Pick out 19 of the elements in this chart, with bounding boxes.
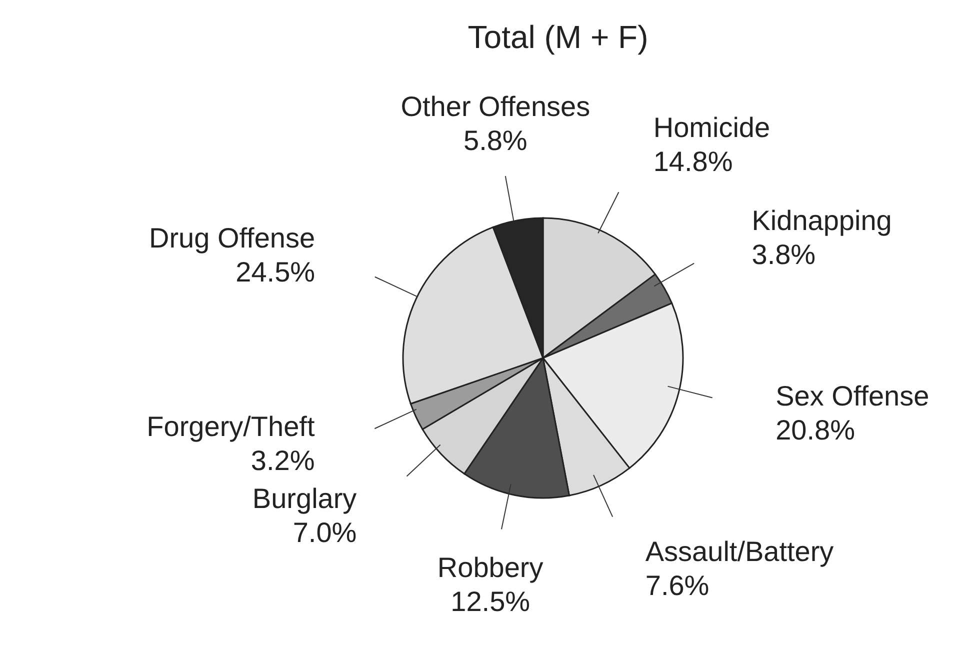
data-label: 7.0% [292, 516, 357, 548]
slice-label: Kidnapping [752, 204, 892, 236]
slice-label: Homicide [653, 112, 770, 143]
slice-label: Other Offenses [400, 90, 590, 122]
data-label: 14.8% [653, 146, 733, 177]
data-label: 3.2% [250, 444, 315, 476]
slice-label: Burglary [252, 482, 357, 514]
slice-label: Assault/Battery [645, 536, 834, 567]
data-label: 24.5% [236, 256, 316, 288]
data-label: 20.8% [776, 414, 856, 446]
chart-title: Total (M + F) [468, 19, 648, 55]
slice-label: Drug Offense [149, 222, 316, 254]
slice-label: Robbery [437, 552, 544, 584]
data-label: 12.5% [450, 586, 530, 618]
data-label: 7.6% [645, 570, 710, 601]
slice-label: Sex Offense [776, 380, 930, 412]
data-label: 5.8% [464, 124, 528, 156]
data-label: 3.8% [752, 238, 816, 270]
slice-label: Forgery/Theft [146, 410, 315, 442]
